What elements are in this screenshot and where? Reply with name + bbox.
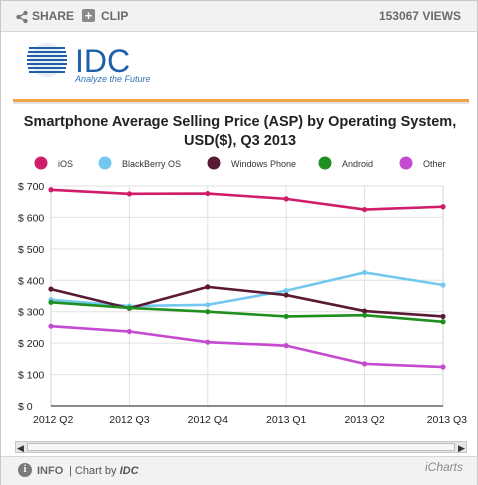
- share-icon[interactable]: [15, 10, 29, 24]
- y-tick-label: $ 200: [18, 338, 44, 350]
- x-tick-label: 2012 Q4: [188, 414, 228, 426]
- series-line: [50, 300, 444, 324]
- data-point: [126, 305, 132, 311]
- x-tick-label: 2013 Q3: [427, 414, 467, 426]
- legend-label: Windows Phone: [231, 159, 296, 169]
- y-tick-label: $ 100: [18, 370, 44, 382]
- data-point: [205, 339, 211, 345]
- plus-icon[interactable]: +: [82, 9, 95, 22]
- legend-label: Other: [423, 159, 446, 169]
- x-tick-label: 2012 Q3: [109, 414, 149, 426]
- chart-credit: | Chart by IDC: [69, 465, 139, 477]
- top-toolbar: SHARE + CLIP 153067 VIEWS: [1, 1, 477, 32]
- line-chart: $ 0 $ 100 $ 200 $ 300 $ 400 $ 500 $ 600 $ 700 20…: [18, 156, 467, 426]
- data-point: [48, 286, 54, 292]
- data-point: [362, 269, 368, 276]
- data-point: [126, 191, 132, 197]
- data-point: [440, 204, 446, 210]
- clip-button[interactable]: CLIP: [101, 9, 129, 23]
- series-line: [50, 188, 444, 211]
- view-count: 153067 VIEWS: [378, 9, 461, 23]
- data-point: [362, 206, 368, 213]
- data-point: [440, 313, 446, 320]
- legend-marker: [34, 156, 48, 170]
- data-point: [362, 361, 368, 367]
- legend-marker: [318, 156, 332, 170]
- share-button[interactable]: SHARE: [32, 9, 75, 23]
- scroll-right-icon[interactable]: ▶: [458, 443, 465, 453]
- icharts-logo[interactable]: iCharts: [424, 460, 463, 474]
- x-tick-label: 2012 Q2: [33, 414, 73, 426]
- data-point: [440, 319, 446, 325]
- data-point: [362, 308, 368, 314]
- y-tick-label: $ 500: [18, 244, 44, 256]
- legend-label: BlackBerry OS: [122, 159, 181, 169]
- legend-marker: [98, 156, 112, 170]
- legend-marker: [399, 156, 413, 170]
- info-button[interactable]: INFO: [37, 465, 64, 477]
- legend-label: iOS: [58, 159, 73, 169]
- logo-tagline: Analyze the Future: [75, 74, 151, 84]
- data-point: [48, 299, 54, 305]
- chart-title: Smartphone Average Selling Price (ASP) b…: [15, 113, 465, 151]
- data-point: [205, 284, 211, 290]
- data-point: [48, 187, 54, 193]
- chart-credit-prefix: | Chart by: [69, 465, 117, 477]
- data-point: [283, 343, 289, 349]
- scroll-thumb[interactable]: [27, 443, 455, 451]
- data-point: [48, 323, 54, 329]
- x-tick-label: 2013 Q1: [266, 414, 306, 426]
- idc-logo-icon: IDC: [27, 43, 130, 78]
- series-line: [50, 285, 444, 318]
- data-point: [283, 292, 289, 298]
- legend-label: Android: [342, 159, 373, 169]
- chart-title-line-2: USD($), Q3 2013: [183, 133, 297, 149]
- logo-area: IDC Analyze the Future: [1, 32, 477, 100]
- y-tick-label: $ 600: [18, 212, 44, 224]
- y-tick-label: $ 300: [18, 307, 44, 319]
- data-point: [205, 302, 211, 308]
- data-point: [126, 328, 132, 335]
- y-tick-label: $ 0: [18, 401, 33, 413]
- legend-marker: [207, 156, 221, 170]
- data-point: [205, 190, 211, 197]
- data-point: [283, 313, 289, 320]
- data-point: [283, 196, 289, 202]
- data-point: [440, 282, 446, 288]
- y-tick-label: $ 400: [18, 275, 44, 287]
- header-divider: [13, 99, 469, 102]
- header-divider-shadow: [13, 102, 469, 104]
- chart-credit-brand: IDC: [119, 465, 139, 477]
- footer-bar: i INFO | Chart by IDC iCharts: [1, 456, 477, 485]
- data-point: [283, 288, 289, 294]
- series-line: [50, 324, 444, 369]
- idc-logo-text: IDC: [75, 43, 130, 78]
- x-tick-label: 2013 Q2: [344, 414, 384, 426]
- y-tick-label: $ 700: [18, 181, 44, 193]
- plot-area: [50, 185, 444, 407]
- data-point: [362, 312, 368, 318]
- data-point: [440, 364, 446, 370]
- info-icon[interactable]: i: [18, 463, 32, 477]
- scroll-left-icon[interactable]: ◀: [17, 443, 24, 453]
- data-point: [205, 309, 211, 315]
- chart-title-line-1: Smartphone Average Selling Price (ASP) b…: [23, 114, 457, 130]
